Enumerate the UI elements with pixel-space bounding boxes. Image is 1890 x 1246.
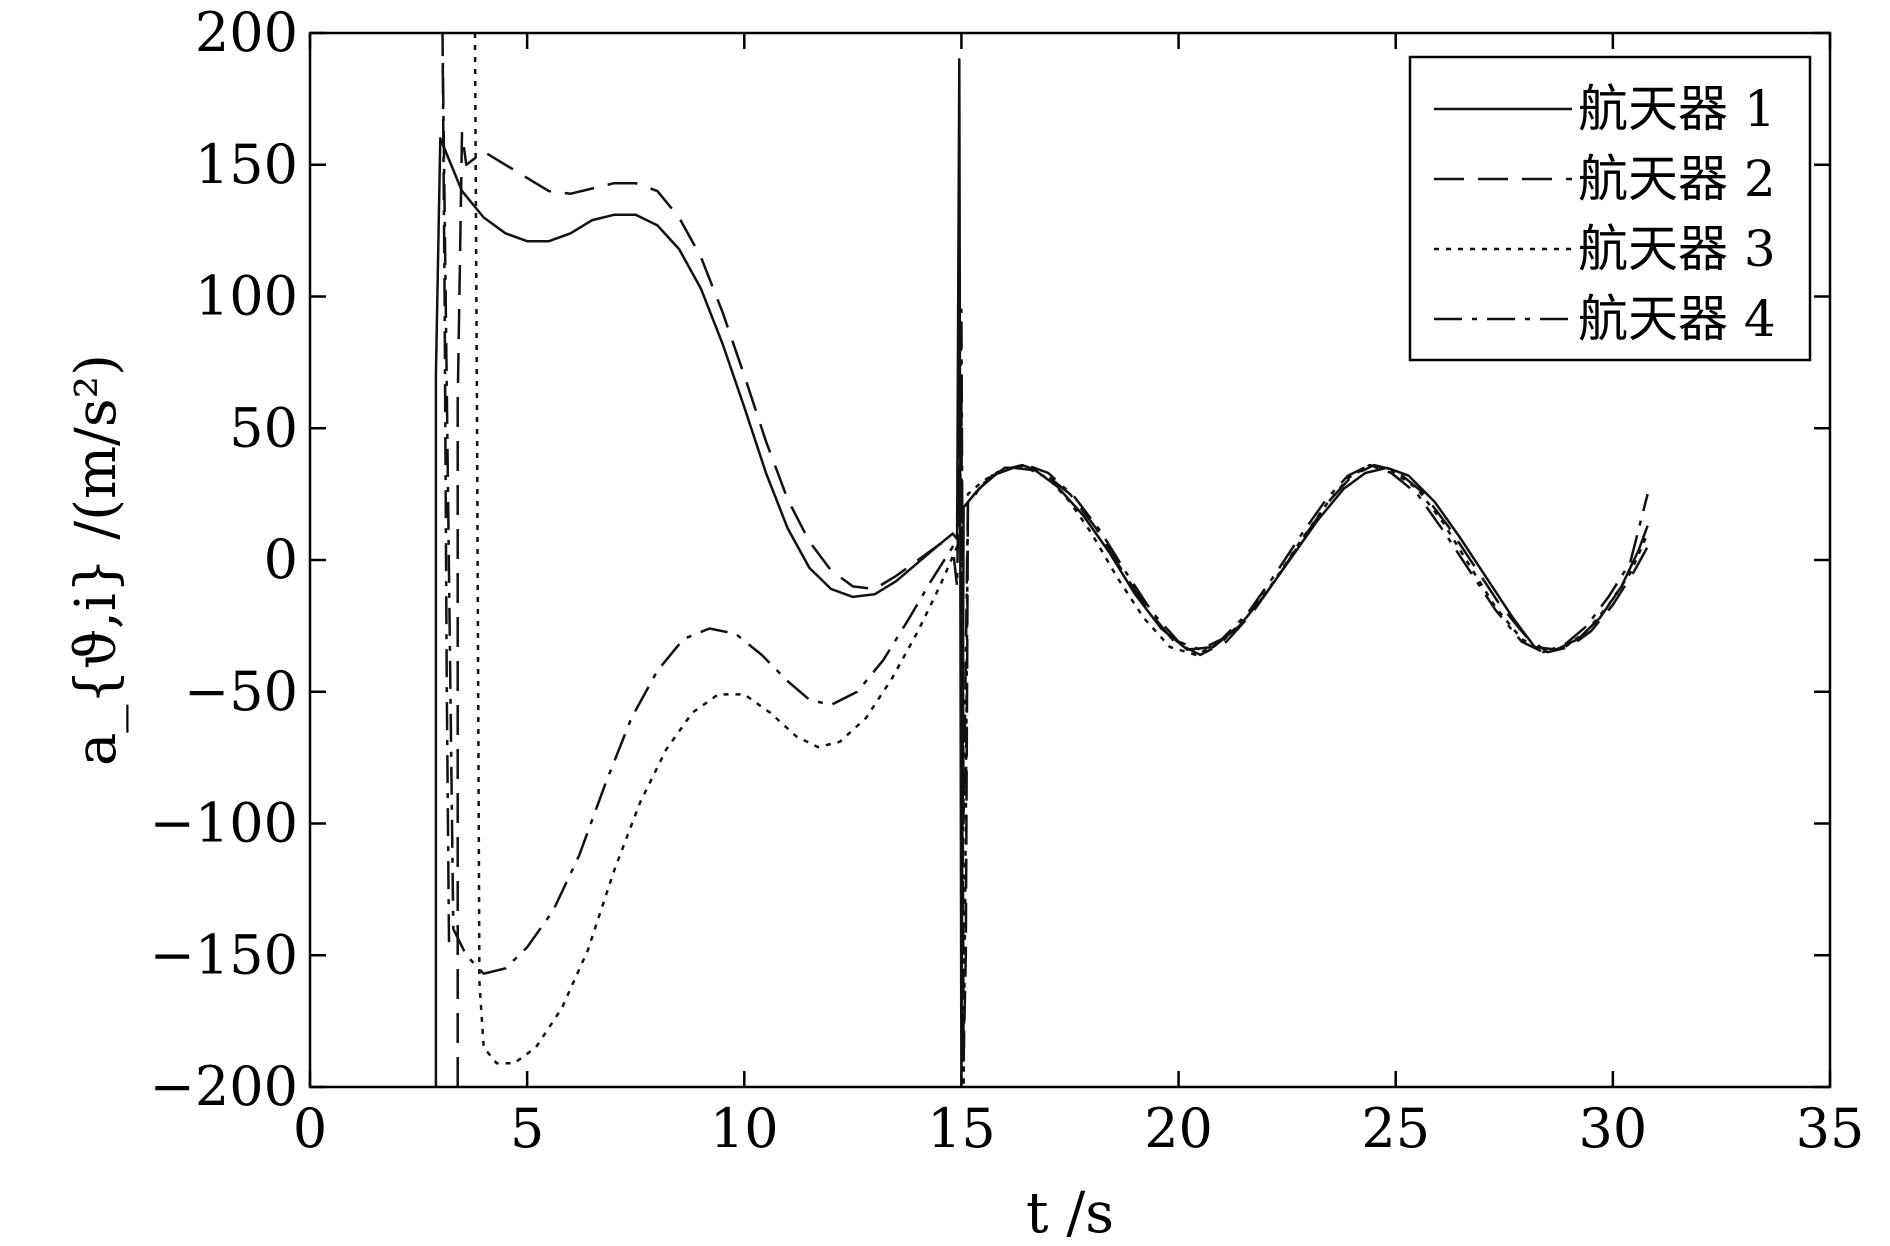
legend-label-1: 航天器 1 [1578,80,1776,138]
y-tick-label: 100 [195,265,298,328]
legend-box [1408,55,1812,362]
y-tick-label: −150 [150,923,298,986]
series-line-1 [434,58,1649,1089]
x-tick-label: 5 [510,1097,544,1160]
y-axis-title: a_{ϑ,i} /(m/s²) [64,354,129,766]
series-line-3 [473,32,1649,1089]
x-tick-label: 30 [1578,1097,1647,1160]
y-tick-label: −50 [184,660,298,723]
y-tick-label: 150 [195,133,298,196]
x-tick-label: 10 [710,1097,779,1160]
x-tick-label: 35 [1796,1097,1865,1160]
y-tick-labels: 200 150 100 50 0 −50 −100 −150 −200 [150,1,298,1118]
y-tick-label: 200 [195,1,298,64]
x-tick-label: 0 [293,1097,327,1160]
x-tick-label: 15 [927,1097,996,1160]
y-tick-label: −100 [150,792,298,855]
x-axis-title: t /s [1026,1181,1114,1246]
legend: 航天器 1 航天器 2 航天器 3 航天器 4 [1408,55,1812,362]
legend-label-2: 航天器 2 [1578,150,1776,208]
x-tick-label: 20 [1144,1097,1213,1160]
y-tick-label: 0 [264,528,298,591]
chart-series [434,31,1649,1089]
plot-area-frame [308,31,1832,1089]
x-tick-label: 25 [1361,1097,1430,1160]
y-tick-label: 50 [229,396,298,459]
x-tick-labels: 0 5 10 15 20 25 30 35 [293,1097,1865,1160]
legend-label-3: 航天器 3 [1578,220,1776,278]
legend-label-4: 航天器 4 [1578,290,1776,348]
y-tick-label: −200 [150,1055,298,1118]
